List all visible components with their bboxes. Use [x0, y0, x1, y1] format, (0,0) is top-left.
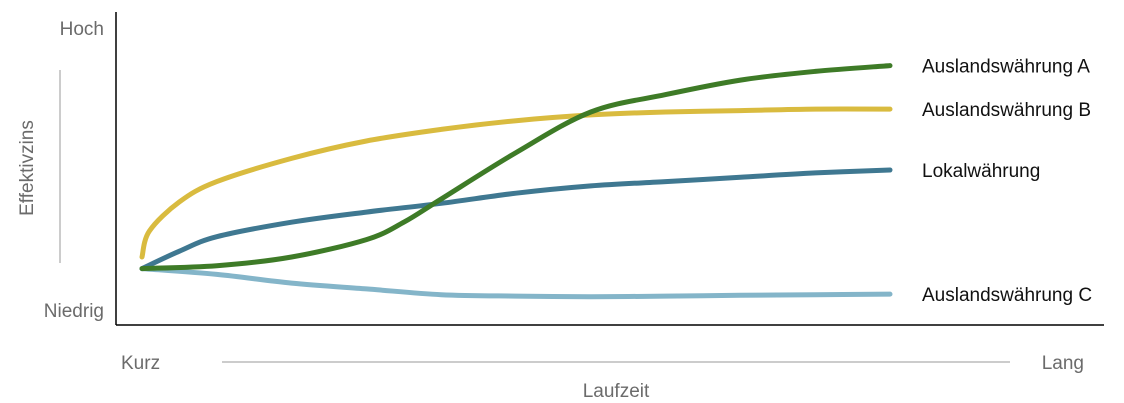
- series-line-2: [139, 167, 893, 272]
- series-label-0: Auslandswährung A: [922, 57, 1090, 78]
- series-layer: [139, 63, 893, 300]
- x-tick-high: Lang: [1042, 353, 1084, 374]
- y-axis-label: Effektivzins: [17, 120, 38, 216]
- series-line-0: [139, 63, 893, 272]
- y-tick-low: Niedrig: [44, 301, 104, 322]
- x-axis-label: Laufzeit: [583, 381, 650, 402]
- y-tick-high: Hoch: [60, 19, 104, 40]
- x-tick-low: Kurz: [121, 353, 160, 374]
- series-line-1: [139, 106, 893, 260]
- series-line-3: [139, 266, 893, 300]
- series-label-2: Lokalwährung: [922, 161, 1040, 182]
- series-label-3: Auslandswährung C: [922, 285, 1092, 306]
- series-label-1: Auslandswährung B: [922, 100, 1091, 121]
- series-label-layer: Auslandswährung A Auslandswährung B Lokalw…: [922, 57, 1092, 307]
